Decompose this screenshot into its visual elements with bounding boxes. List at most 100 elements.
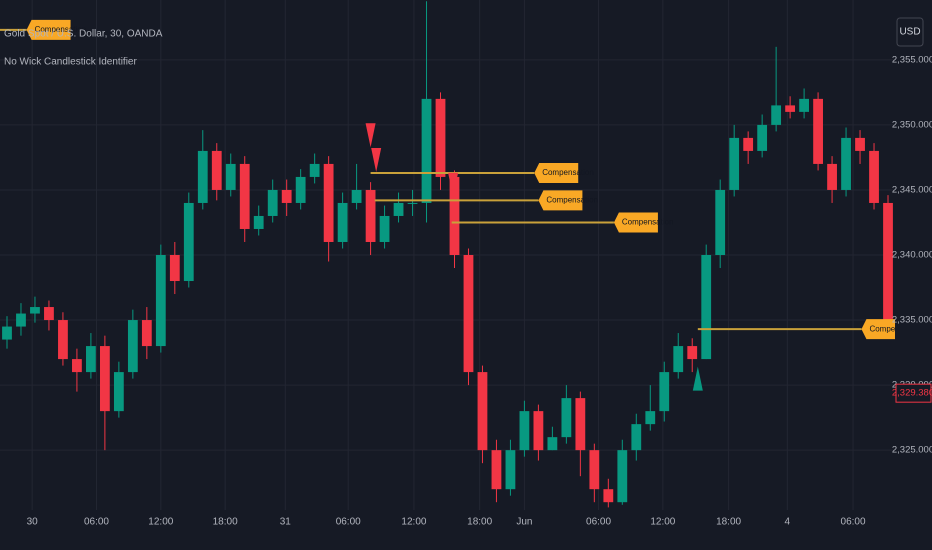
x-tick-label: Jun xyxy=(516,517,532,528)
level-label-box xyxy=(861,319,906,340)
x-tick-label: 06:00 xyxy=(841,517,866,528)
candle-body xyxy=(225,163,236,190)
signal-arrow xyxy=(448,172,459,197)
candle-body xyxy=(211,150,222,190)
candle-body xyxy=(869,150,879,203)
candle-body xyxy=(323,163,334,242)
candle-body xyxy=(785,105,796,112)
candle-body xyxy=(757,124,768,151)
candle-body xyxy=(421,98,432,203)
level-label: Compensation xyxy=(622,218,674,227)
candle-body xyxy=(603,489,614,503)
candle-body xyxy=(477,372,488,451)
candle-body xyxy=(169,255,180,282)
candle-body xyxy=(267,189,278,216)
y-tick-label: 2,355.000 xyxy=(892,54,932,65)
candle-body xyxy=(533,411,544,451)
candle-body xyxy=(743,137,754,151)
level-label-box xyxy=(26,19,71,40)
x-tick-label: 31 xyxy=(280,517,292,528)
candle-body xyxy=(281,189,292,203)
chart-subtitle: No Wick Candlestick Identifier xyxy=(4,57,137,68)
candle-body xyxy=(813,98,823,164)
candle-body xyxy=(99,346,110,412)
candle-body xyxy=(44,307,54,321)
y-tick-label: 2,340.000 xyxy=(892,250,932,261)
candle-body xyxy=(715,189,726,255)
candle-body xyxy=(491,450,502,490)
candle-body xyxy=(799,98,809,112)
candle-body xyxy=(561,398,572,438)
x-tick-label: 12:00 xyxy=(148,517,173,528)
y-tick-label: 2,345.000 xyxy=(892,184,932,195)
candle-body xyxy=(589,450,600,490)
candle-body xyxy=(253,215,264,229)
candle-body xyxy=(295,176,306,203)
signal-arrow xyxy=(692,366,703,391)
candle-body xyxy=(659,372,670,412)
x-tick-label: 18:00 xyxy=(213,517,238,528)
last-price-box xyxy=(895,383,932,403)
level-label-box xyxy=(534,163,579,184)
candle-body xyxy=(113,372,124,412)
candle-body xyxy=(86,346,96,373)
price-axis xyxy=(895,0,932,550)
x-tick-label: 18:00 xyxy=(716,517,741,528)
level-label: Compensation xyxy=(542,168,594,177)
y-tick-label: 2,325.000 xyxy=(892,445,932,456)
candle-body xyxy=(351,189,362,203)
candle-body xyxy=(729,137,740,190)
candle-body xyxy=(701,255,712,360)
candle-body xyxy=(365,189,376,242)
y-tick-label: 2,350.000 xyxy=(892,119,932,130)
x-tick-label: 4 xyxy=(785,517,791,528)
level-label: Compensation xyxy=(546,195,598,204)
candle-body xyxy=(505,450,516,490)
candle-body xyxy=(16,313,26,327)
candle-body xyxy=(449,176,460,255)
candle-body xyxy=(141,320,152,347)
x-tick-label: 06:00 xyxy=(336,517,361,528)
candle-body xyxy=(673,346,684,373)
x-tick-label: 12:00 xyxy=(650,517,675,528)
candle-body xyxy=(827,163,837,190)
candle-body xyxy=(183,202,194,282)
last-price-label: 2,329.380 xyxy=(892,388,932,399)
candle-body xyxy=(379,215,390,242)
candle-body xyxy=(645,411,656,425)
chart-title: Gold Spot / U.S. Dollar, 30, OANDA xyxy=(4,29,163,40)
candle-body xyxy=(155,255,166,347)
candle-body xyxy=(337,202,348,242)
candle-body xyxy=(309,163,320,177)
candle-body xyxy=(127,320,138,373)
x-tick-label: 12:00 xyxy=(401,517,426,528)
x-tick-label: 06:00 xyxy=(84,517,109,528)
candle-body xyxy=(393,202,404,216)
candle-body xyxy=(30,307,40,314)
currency-label[interactable]: USD xyxy=(899,27,920,38)
candle-body xyxy=(631,424,642,451)
level-label-box xyxy=(613,212,658,233)
level-label-box xyxy=(538,190,583,211)
candle-body xyxy=(841,137,851,190)
level-label: Compensation xyxy=(35,25,87,34)
candle-body xyxy=(883,202,893,321)
candle-body xyxy=(197,150,208,203)
candle-body xyxy=(2,326,12,340)
x-tick-label: 18:00 xyxy=(467,517,492,528)
signal-arrow xyxy=(365,123,376,148)
signal-arrow xyxy=(371,148,382,173)
y-tick-label: 2,335.000 xyxy=(892,315,932,326)
currency-button[interactable] xyxy=(896,17,924,47)
candle-body xyxy=(58,320,68,360)
candle-body xyxy=(72,359,82,373)
candle-body xyxy=(575,398,586,451)
candle-body xyxy=(771,105,782,125)
x-tick-label: 06:00 xyxy=(586,517,611,528)
candle-body xyxy=(547,437,558,451)
candle-body xyxy=(519,411,530,451)
x-tick-label: 30 xyxy=(27,517,39,528)
candle-body xyxy=(617,450,628,503)
candle-body xyxy=(463,255,474,373)
